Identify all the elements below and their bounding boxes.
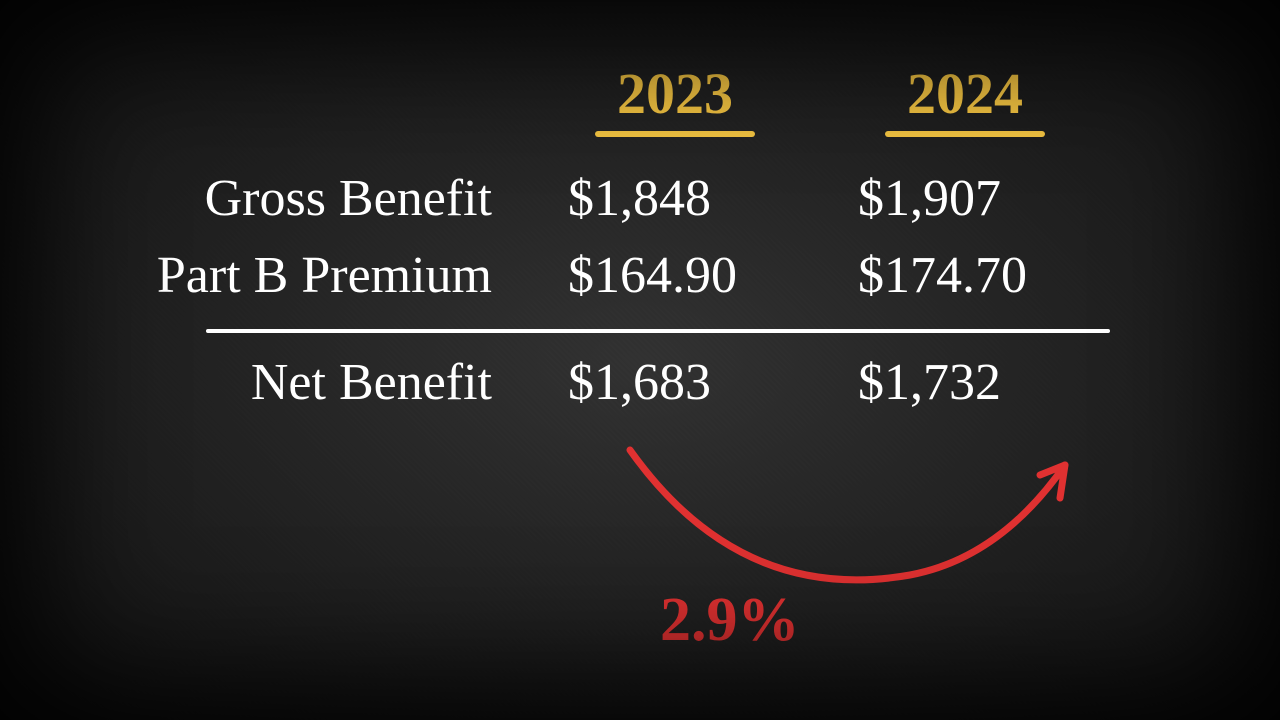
row-label-gross: Gross Benefit [110, 169, 530, 228]
arrow-icon [560, 430, 1120, 610]
underline-icon [595, 131, 755, 137]
divider-line-icon [206, 329, 1110, 333]
data-table: 2023 2024 Gross Benefit $1,848 $1,907 Pa… [110, 60, 1170, 412]
percent-change-label: 2.9% [660, 585, 800, 656]
premium-2023: $164.90 [530, 246, 820, 305]
gross-2024: $1,907 [820, 169, 1110, 228]
underline-icon [885, 131, 1045, 137]
benefit-comparison-table: 2023 2024 Gross Benefit $1,848 $1,907 Pa… [110, 60, 1170, 412]
net-2024: $1,732 [820, 353, 1110, 412]
gross-2023: $1,848 [530, 169, 820, 228]
change-arrow [560, 430, 1120, 610]
header-empty [110, 60, 530, 151]
row-label-premium: Part B Premium [110, 246, 530, 305]
year-2024-label: 2024 [907, 61, 1023, 126]
net-2023: $1,683 [530, 353, 820, 412]
row-label-net: Net Benefit [110, 353, 530, 412]
year-2023-label: 2023 [617, 61, 733, 126]
header-year-2024: 2024 [820, 60, 1110, 151]
premium-2024: $174.70 [820, 246, 1110, 305]
header-year-2023: 2023 [530, 60, 820, 151]
table-divider [206, 329, 1110, 333]
